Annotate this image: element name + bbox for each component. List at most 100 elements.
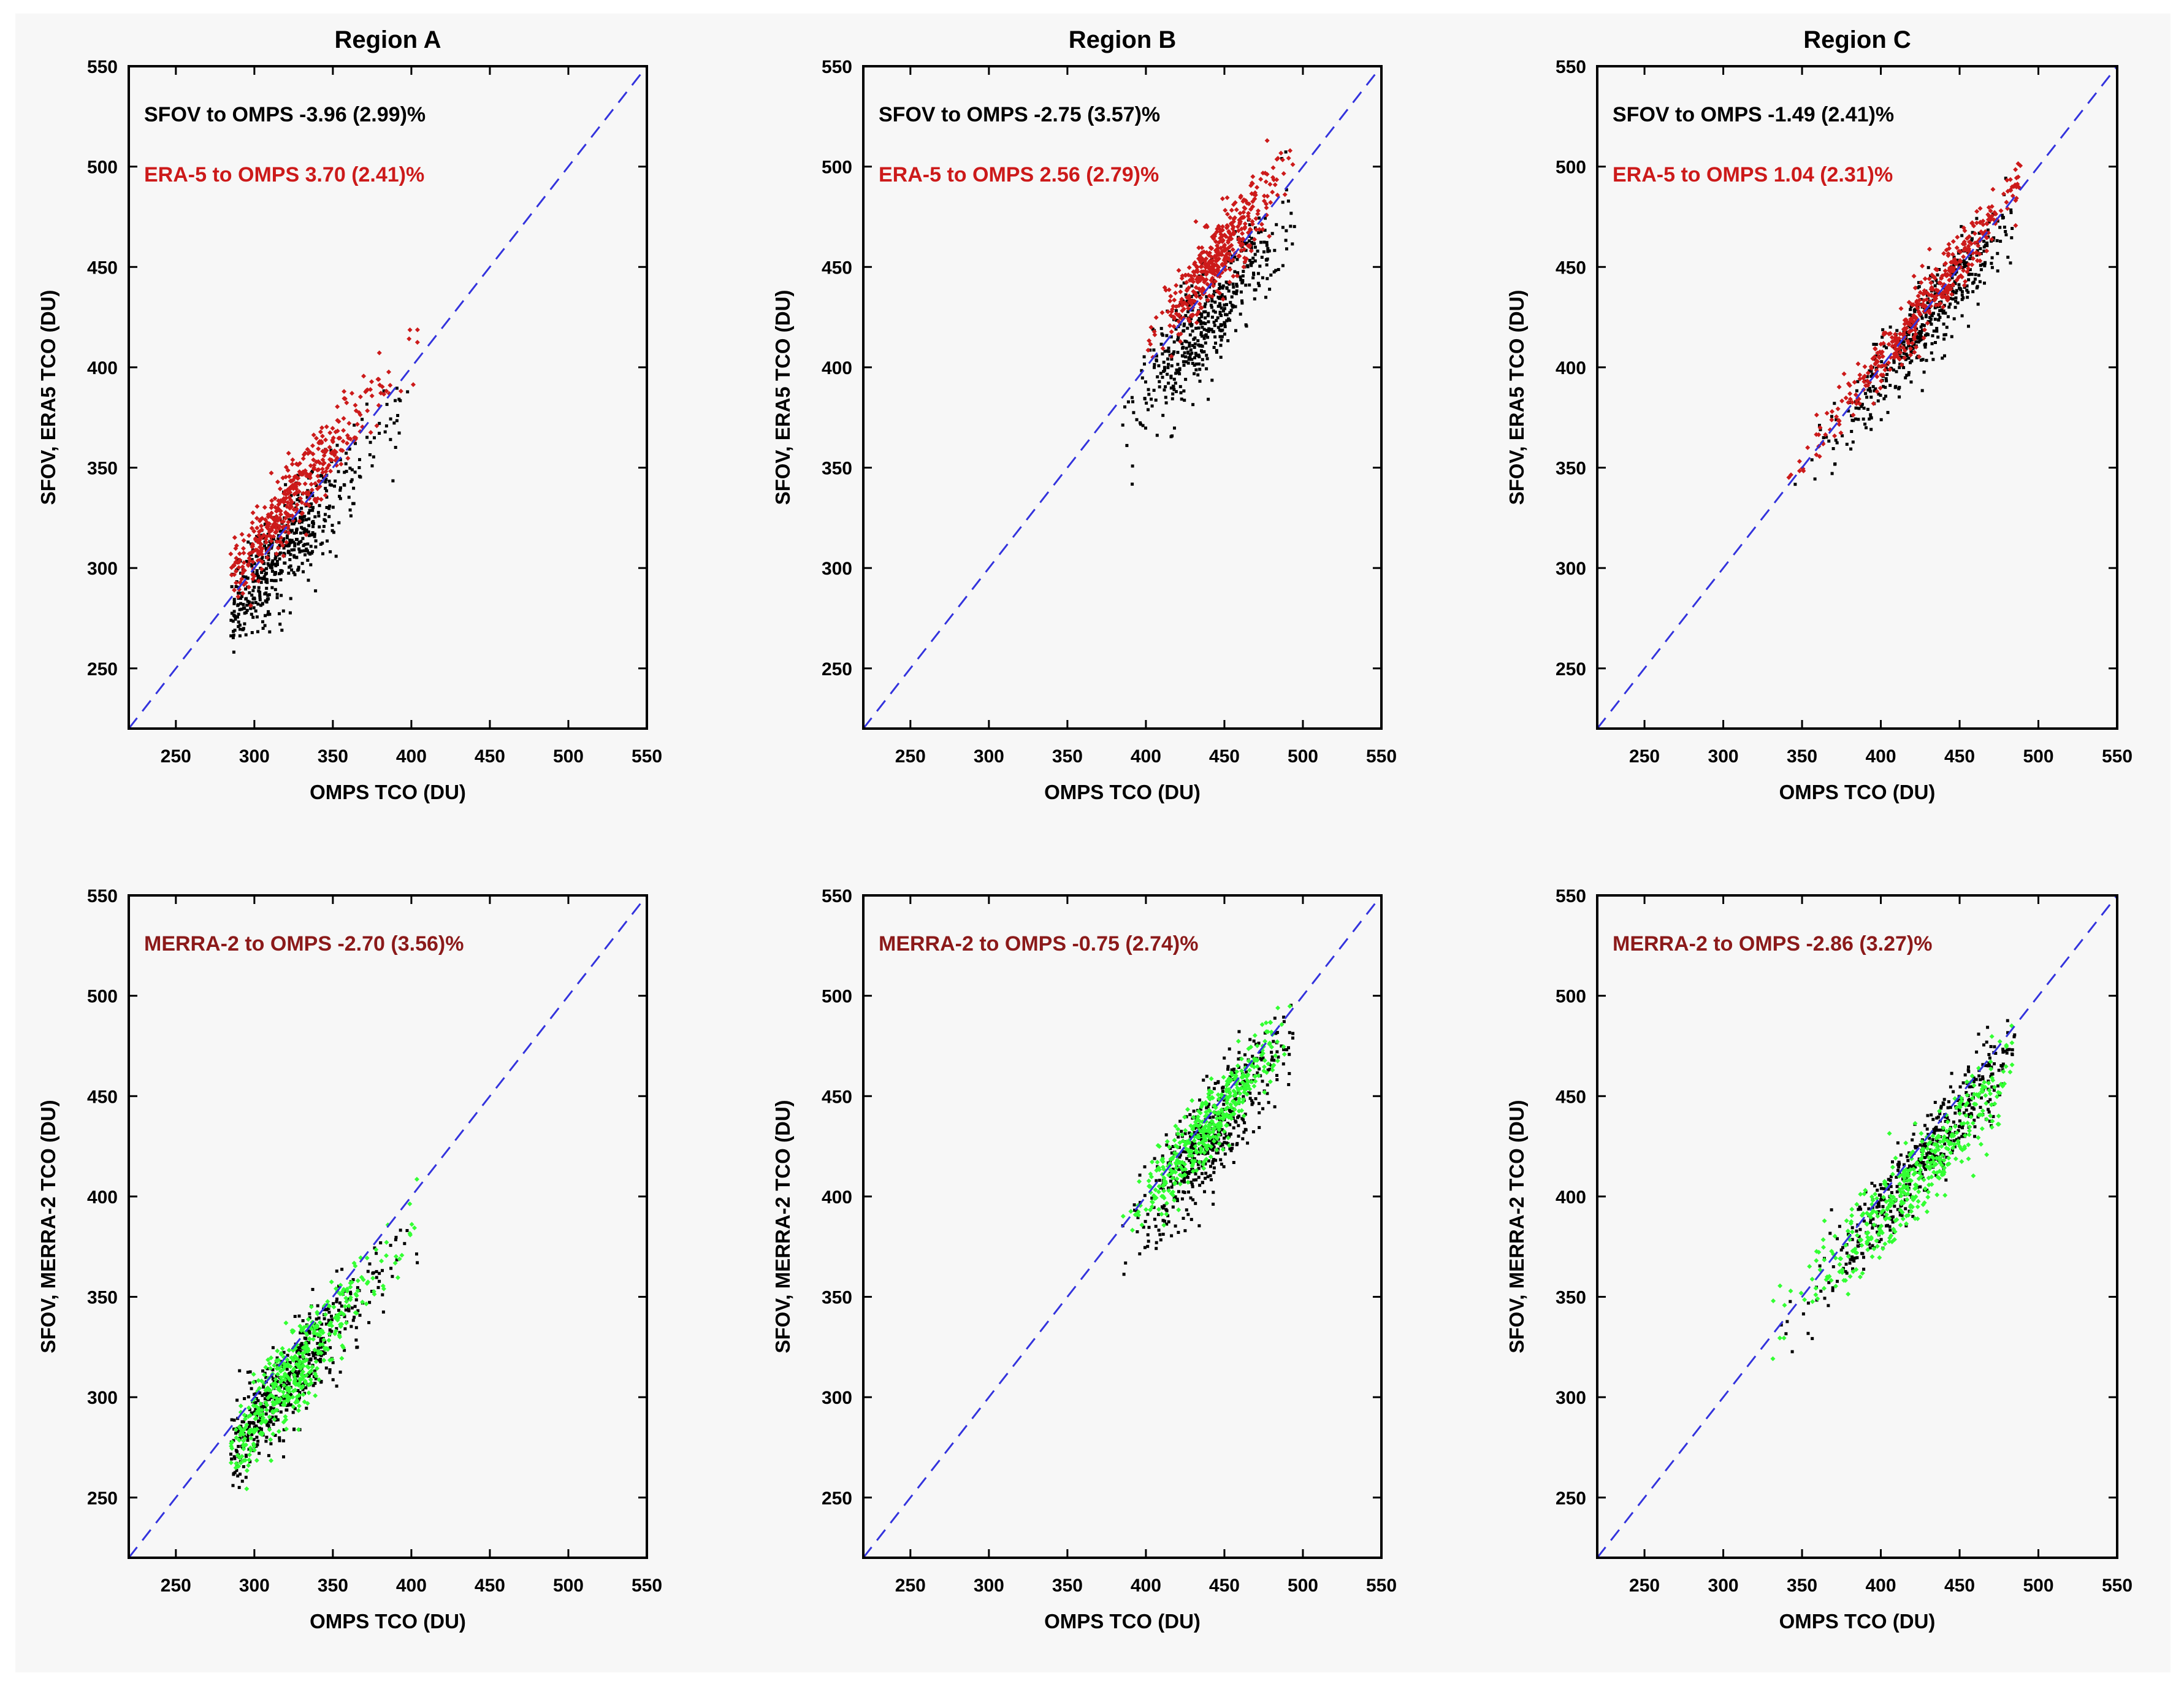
point (344, 400, 349, 405)
point (1869, 389, 1873, 393)
point (246, 584, 251, 590)
point (1208, 1174, 1212, 1178)
point (1184, 314, 1188, 318)
point (1204, 1176, 1207, 1180)
point (1964, 261, 1968, 264)
point (1976, 243, 1981, 248)
point (251, 616, 255, 619)
point (1935, 329, 1939, 333)
point (257, 586, 261, 589)
point (324, 1322, 328, 1326)
point (2008, 188, 2014, 193)
point (309, 1357, 313, 1361)
point (1157, 364, 1161, 367)
point (320, 457, 326, 462)
point (314, 1377, 318, 1381)
point (1197, 301, 1202, 307)
point (247, 558, 253, 564)
point (281, 553, 286, 559)
point (253, 562, 256, 565)
point (316, 511, 320, 515)
point (305, 1406, 308, 1410)
panel-title: Region C (1803, 26, 1911, 53)
point (311, 508, 315, 512)
point (344, 462, 348, 465)
point (300, 510, 305, 516)
point (311, 506, 315, 510)
point (1874, 358, 1879, 363)
point (1871, 372, 1874, 376)
point (1223, 1098, 1226, 1102)
point (271, 1368, 275, 1371)
point (297, 518, 302, 524)
point (302, 481, 308, 486)
point (1254, 1058, 1260, 1063)
point (1911, 347, 1915, 350)
point (1213, 239, 1218, 244)
point (259, 534, 263, 537)
point (1930, 351, 1933, 354)
point (1269, 274, 1273, 277)
point (270, 1410, 276, 1415)
point (330, 483, 333, 487)
point (1180, 1179, 1183, 1183)
point (1796, 459, 1802, 464)
point (269, 1420, 273, 1423)
point (1223, 259, 1228, 264)
point (1148, 342, 1153, 347)
point (272, 1417, 277, 1422)
point (389, 1244, 392, 1247)
point (319, 1341, 323, 1344)
point (1898, 306, 1904, 312)
point (1290, 162, 1296, 167)
point (1167, 362, 1170, 366)
point (1198, 295, 1204, 301)
point (364, 1301, 369, 1306)
point (1189, 324, 1193, 327)
point (1245, 243, 1251, 248)
point (295, 481, 300, 486)
point (284, 483, 288, 486)
point (347, 1309, 351, 1312)
point (262, 517, 268, 523)
point (319, 425, 324, 431)
point (286, 1379, 289, 1383)
point (1801, 1312, 1805, 1316)
point (302, 530, 306, 534)
point (1939, 1105, 1943, 1108)
point (1873, 358, 1877, 361)
point (1259, 1022, 1265, 1027)
point (1914, 300, 1919, 305)
y-tick-label: 350 (822, 1288, 852, 1308)
point (269, 1409, 272, 1413)
point (307, 1336, 312, 1342)
point (1162, 1179, 1167, 1184)
point (1974, 209, 1980, 214)
point (254, 609, 258, 613)
point (353, 1310, 358, 1316)
point (281, 609, 285, 613)
point (1181, 1163, 1185, 1166)
point (2009, 208, 2013, 212)
point (385, 402, 389, 406)
point (253, 586, 256, 589)
point (1233, 270, 1237, 274)
point (1170, 364, 1174, 367)
point (1212, 1103, 1217, 1109)
point (1208, 1076, 1214, 1081)
point (1885, 346, 1888, 350)
point (1882, 344, 1886, 348)
point (1171, 314, 1177, 320)
point (276, 1380, 279, 1384)
point (384, 388, 389, 394)
point (348, 1284, 353, 1290)
point (1188, 342, 1191, 345)
point (1131, 400, 1134, 404)
point (1183, 339, 1187, 343)
point (2001, 213, 2004, 217)
point (254, 548, 260, 553)
point (281, 499, 287, 504)
plot-frame (128, 894, 648, 1559)
point (1966, 239, 1972, 245)
y-tick-label: 500 (822, 158, 852, 178)
